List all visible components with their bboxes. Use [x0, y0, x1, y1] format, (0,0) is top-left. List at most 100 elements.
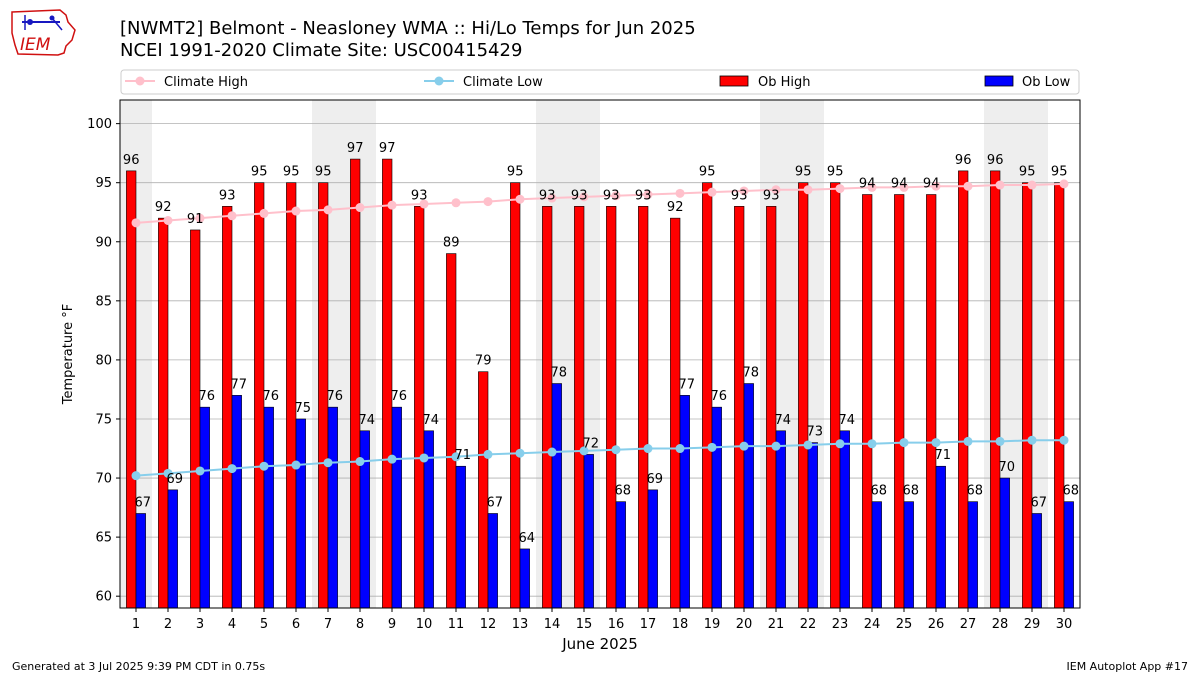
ob-low-bar [775, 430, 786, 609]
x-tick-label: 8 [356, 617, 364, 632]
ob-high-label: 95 [251, 165, 268, 180]
climate-low-point [995, 436, 1005, 446]
ob-high-bar [222, 206, 233, 609]
climate-high-point [739, 186, 749, 196]
legend-label-climate-high: Climate High [164, 75, 248, 90]
ob-low-label: 64 [519, 531, 536, 546]
ob-high-label: 95 [507, 165, 524, 180]
legend-label-ob-low: Ob Low [1022, 75, 1071, 90]
climate-high-point [675, 188, 685, 198]
climate-low-point [963, 436, 973, 446]
climate-high-point [995, 180, 1005, 190]
ob-low-label: 70 [999, 460, 1016, 475]
ob-low-label: 68 [1063, 484, 1080, 499]
climate-low-point [195, 466, 205, 476]
ob-high-label: 95 [315, 165, 332, 180]
climate-high-point [611, 191, 621, 201]
y-tick-label: 95 [95, 176, 112, 191]
ob-high-label: 93 [731, 188, 748, 203]
x-tick-label: 14 [544, 617, 561, 632]
ob-low-label: 76 [199, 389, 216, 404]
ob-low-bar [295, 418, 306, 609]
climate-low-line [135, 439, 1064, 477]
climate-high-point [483, 197, 493, 207]
x-tick-label: 1 [132, 617, 140, 632]
climate-high-point [227, 211, 237, 221]
ob-low-bar [487, 513, 498, 609]
ob-low-label: 67 [487, 495, 504, 510]
ob-low-label: 71 [455, 448, 472, 463]
ob-low-label: 78 [743, 366, 760, 381]
ob-low-label: 74 [423, 413, 440, 428]
climate-high-point [579, 192, 589, 202]
iem-logo: IEM [11, 9, 76, 56]
climate-high-point [387, 200, 397, 210]
x-tick-label: 7 [324, 617, 332, 632]
ob-high-bar [798, 182, 809, 609]
ob-low-bar [679, 395, 690, 609]
ob-high-label: 93 [411, 188, 428, 203]
ob-low-label: 67 [1031, 495, 1048, 510]
ob-low-label: 72 [583, 436, 600, 451]
ob-low-bar [871, 501, 882, 609]
ob-low-label: 71 [935, 448, 952, 463]
legend-item-climate-high: Climate High [125, 75, 248, 90]
x-tick-label: 22 [800, 617, 817, 632]
climate-low-point [643, 444, 653, 454]
ob-high-label: 92 [667, 200, 684, 215]
x-tick-label: 9 [388, 617, 396, 632]
ob-low-label: 76 [263, 389, 280, 404]
climate-low-point [163, 468, 173, 478]
climate-high-point [803, 185, 813, 195]
ob-low-bar [967, 501, 978, 609]
ob-high-bar [862, 194, 873, 609]
climate-low-point [1027, 435, 1037, 445]
climate-low-point [739, 441, 749, 451]
ob-low-label: 78 [551, 366, 568, 381]
x-tick-label: 23 [832, 617, 849, 632]
ob-high-label: 95 [1019, 165, 1036, 180]
climate-low-point [835, 439, 845, 449]
climate-high-point [419, 199, 429, 209]
x-tick-label: 6 [292, 617, 300, 632]
x-tick-label: 13 [512, 617, 529, 632]
y-tick-label: 75 [95, 412, 112, 427]
climate-low-point [419, 453, 429, 463]
climate-high-point [323, 205, 333, 215]
ob-high-label: 96 [987, 153, 1004, 168]
climate-lines [131, 179, 1069, 481]
ob-high-label: 96 [955, 153, 972, 168]
climate-low-point [515, 448, 525, 458]
x-tick-label: 28 [992, 617, 1009, 632]
ob-low-bar [263, 406, 274, 609]
y-tick-label: 85 [95, 294, 112, 309]
climate-low-point [451, 452, 461, 462]
climate-low-point [899, 438, 909, 448]
x-tick-label: 3 [196, 617, 204, 632]
ob-high-bar [990, 170, 1001, 609]
ob-low-bar [935, 465, 946, 609]
ob-high-bar [606, 206, 617, 609]
ob-high-label: 95 [283, 165, 300, 180]
ob-low-label: 69 [647, 472, 664, 487]
ob-high-label: 79 [475, 354, 492, 369]
x-tick-label: 17 [640, 617, 657, 632]
y-axis-label: Temperature °F [61, 304, 76, 405]
ob-high-bar [446, 253, 457, 609]
climate-low-point [131, 471, 141, 481]
ob-high-bar [382, 158, 393, 609]
climate-high-point [355, 203, 365, 213]
ob-high-bar [830, 182, 841, 609]
climate-high-point [547, 193, 557, 203]
climate-low-point [291, 460, 301, 470]
ob-low-bar [647, 489, 658, 609]
ob-high-bar [638, 206, 649, 609]
ob-high-label: 91 [187, 212, 204, 227]
x-tick-label: 11 [448, 617, 465, 632]
climate-low-point [483, 449, 493, 459]
ob-low-bar [199, 406, 210, 609]
ob-high-label: 95 [827, 165, 844, 180]
ob-low-label: 74 [359, 413, 376, 428]
ob-high-bar [926, 194, 937, 609]
ob-high-label: 95 [795, 165, 812, 180]
